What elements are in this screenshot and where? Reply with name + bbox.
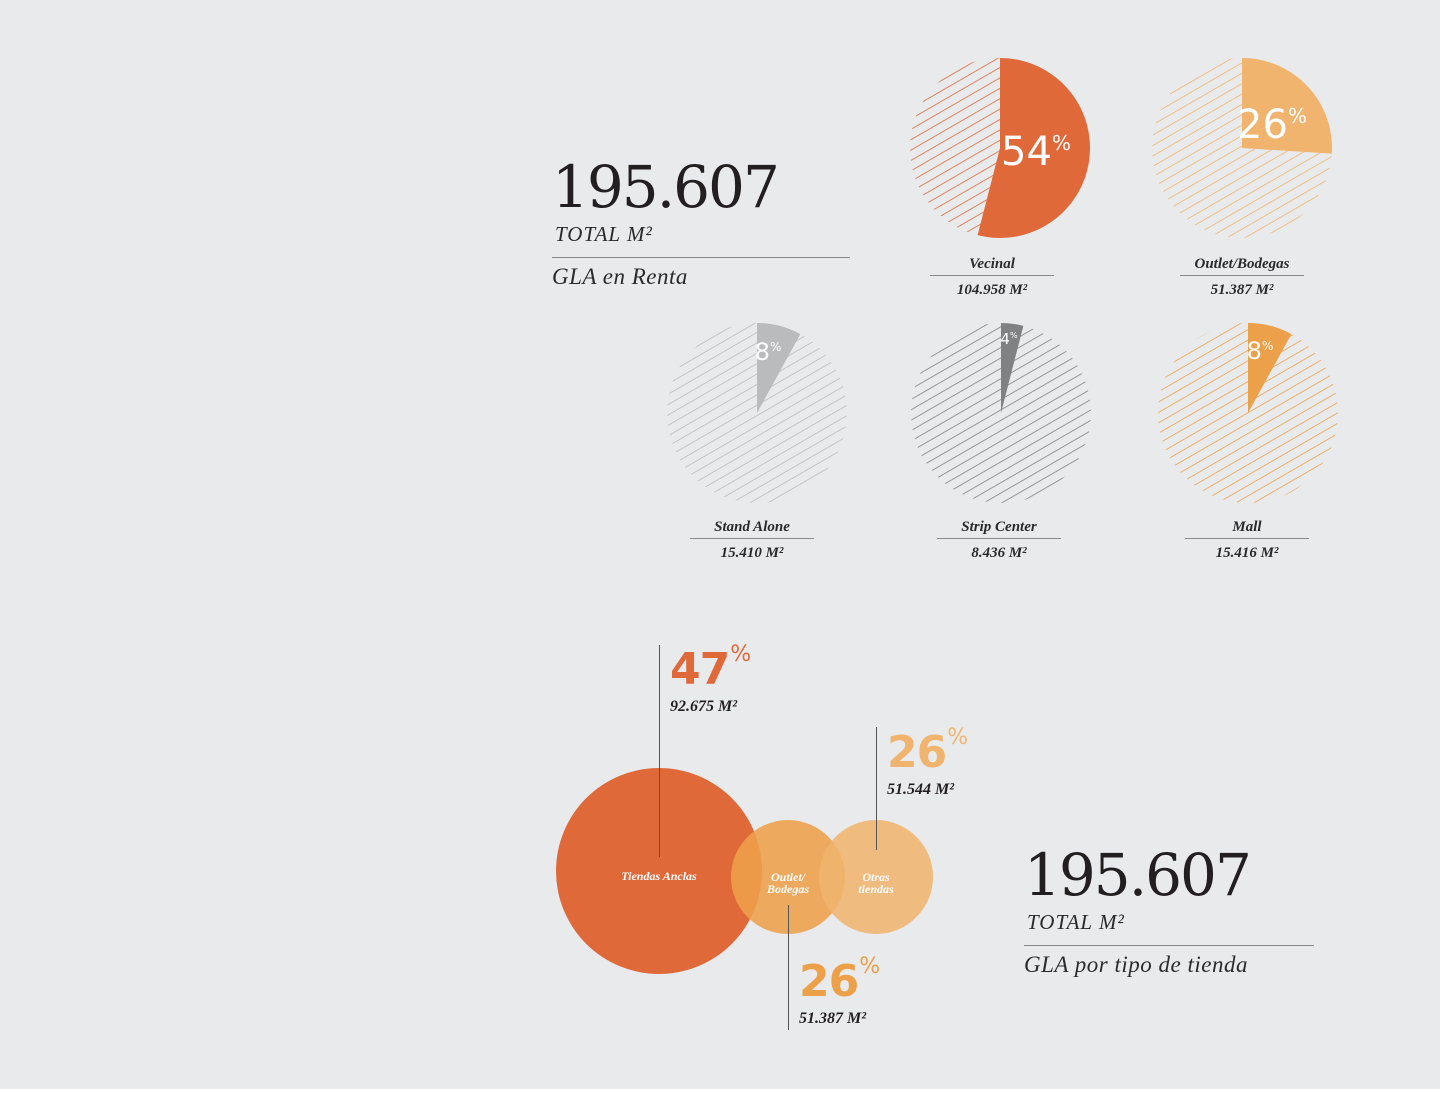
- gla-tipo-rule: [1024, 945, 1314, 946]
- pie-stand-alone: 8%: [667, 323, 847, 503]
- pie-mall: 8%: [1158, 323, 1338, 503]
- pie-strip-center: 4%: [911, 323, 1091, 503]
- venn-label-tiendas-anclas: Tiendas Anclas: [621, 869, 697, 883]
- pie-slice-vecinal: [977, 58, 1090, 238]
- leader-line-otras-tiendas: [876, 727, 877, 850]
- callout-area: 51.544 M²: [887, 781, 955, 798]
- pie-charts: 54% 26% 8% 4% 8%: [667, 58, 1338, 503]
- pie-area: 51.387 M²: [1210, 282, 1274, 298]
- pie-label-outlet-bodegas: Outlet/Bodegas 51.387 M²: [1180, 256, 1304, 299]
- gla-renta-unit: TOTAL M²: [555, 222, 653, 246]
- pie-vecinal: 54%: [910, 58, 1090, 238]
- pie-outlet-bodegas: 26%: [1152, 58, 1332, 238]
- pie-area: 8.436 M²: [971, 545, 1027, 561]
- pie-slice-mall: [1248, 323, 1292, 413]
- gla-tipo-total: 195.607 TOTAL M² GLA por tipo de tienda: [1024, 846, 1314, 978]
- pie-percent-vecinal: 54%: [1001, 129, 1071, 175]
- gla-tipo-unit: TOTAL M²: [1027, 910, 1125, 934]
- pie-percent-mall: 8%: [1247, 337, 1274, 365]
- gla-tipo-caption: GLA por tipo de tienda: [1024, 952, 1248, 977]
- venn-label-otras-line2: tiendas: [858, 882, 894, 896]
- gla-tipo-number: 195.607: [1024, 841, 1252, 909]
- pie-slice-outlet-bodegas: [1242, 58, 1332, 154]
- pie-name: Stand Alone: [690, 519, 814, 539]
- footer-strip: [0, 1089, 1440, 1093]
- pie-label-stand-alone: Stand Alone 15.410 M²: [690, 519, 814, 562]
- percent-symbol: %: [947, 725, 968, 750]
- pie-slice-strip-center: [1001, 323, 1024, 413]
- callout-area: 51.387 M²: [799, 1010, 867, 1027]
- pie-name: Strip Center: [937, 519, 1061, 539]
- gla-renta-total: 195.607 TOTAL M² GLA en Renta: [552, 158, 850, 290]
- pie-area: 104.958 M²: [956, 282, 1028, 298]
- pie-label-vecinal: Vecinal 104.958 M²: [930, 256, 1054, 299]
- pie-name: Outlet/Bodegas: [1180, 256, 1304, 276]
- callout-percent-value: 47: [670, 644, 730, 695]
- callout-area: 92.675 M²: [670, 698, 738, 715]
- gla-renta-number: 195.607: [552, 153, 780, 221]
- pie-area: 15.410 M²: [720, 545, 784, 561]
- pie-percent-strip-center: 4%: [1000, 330, 1018, 348]
- pie-label-strip-center: Strip Center 8.436 M²: [937, 519, 1061, 562]
- callout-percent: 26%: [799, 956, 880, 1004]
- leader-line-tiendas-anclas: [659, 645, 660, 857]
- pie-percent-outlet-bodegas: 26%: [1237, 102, 1307, 148]
- venn-label-otras-line1: Otras: [862, 870, 890, 884]
- callout-percent: 26%: [887, 727, 968, 775]
- pie-percent-stand-alone: 8%: [755, 338, 782, 366]
- callout-percent-value: 26: [887, 727, 947, 778]
- pie-label-mall: Mall 15.416 M²: [1185, 519, 1309, 562]
- venn-label-outlet-line1: Outlet/: [771, 870, 807, 884]
- gla-renta-caption: GLA en Renta: [552, 264, 688, 289]
- pie-area: 15.416 M²: [1215, 545, 1279, 561]
- callout-percent-value: 26: [799, 956, 859, 1007]
- callout-outlet-bodegas: 26% 51.387 M²: [799, 956, 880, 1028]
- pie-name: Mall: [1185, 519, 1309, 539]
- callout-percent: 47%: [670, 644, 751, 692]
- gla-renta-rule: [552, 257, 850, 258]
- callout-tiendas-anclas: 47% 92.675 M²: [670, 644, 751, 716]
- venn-label-outlet-line2: Bodegas: [766, 882, 809, 896]
- pie-name: Vecinal: [930, 256, 1054, 276]
- leader-line-outlet-bodegas: [788, 905, 789, 1030]
- percent-symbol: %: [730, 642, 751, 667]
- percent-symbol: %: [859, 954, 880, 979]
- pie-slice-stand-alone: [757, 323, 801, 413]
- callout-otras-tiendas: 26% 51.544 M²: [887, 727, 968, 799]
